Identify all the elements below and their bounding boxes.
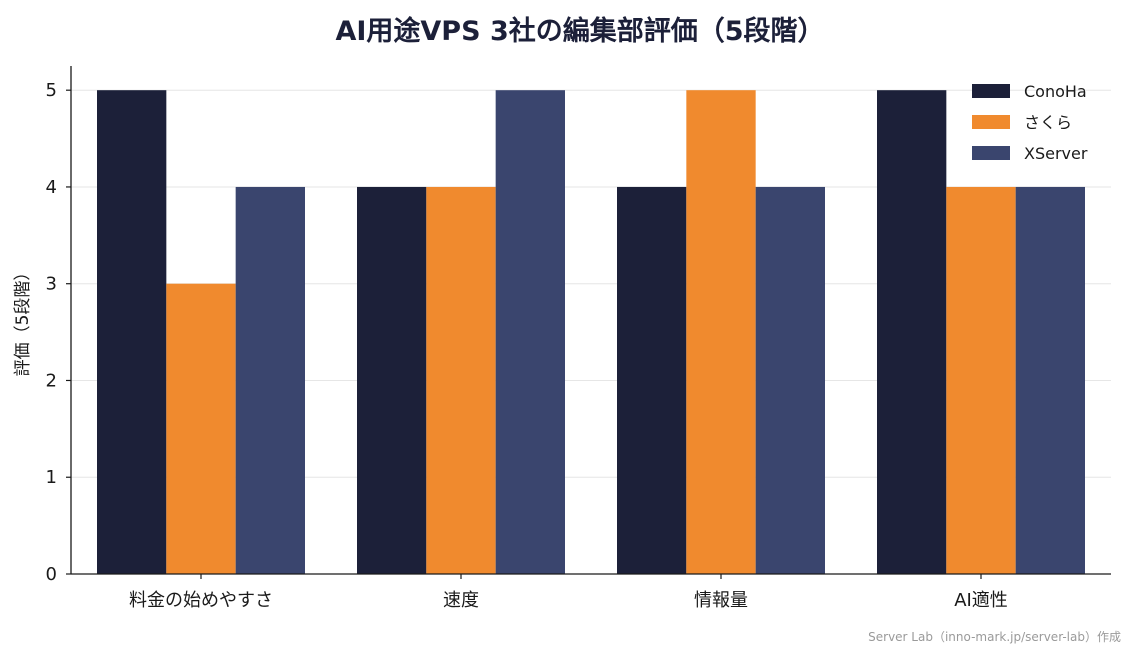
- legend-swatch: [972, 115, 1010, 129]
- bar-2-1: [166, 283, 236, 574]
- y-tick-label: 2: [46, 370, 57, 391]
- bar-3-1: [235, 186, 305, 574]
- bar-1-4: [877, 90, 947, 574]
- x-tick-label: 速度: [443, 590, 479, 611]
- y-axis-label: 評価（5段階）: [13, 264, 33, 377]
- legend-label: ConoHa: [1024, 82, 1087, 101]
- bar-2-4: [946, 186, 1016, 574]
- bar-1-3: [617, 186, 687, 574]
- legend-swatch: [972, 146, 1010, 160]
- bar-1-2: [357, 186, 427, 574]
- legend-swatch: [972, 84, 1010, 98]
- bar-3-2: [495, 90, 565, 574]
- legend-label: さくら: [1024, 113, 1072, 132]
- bar-2-2: [426, 186, 496, 574]
- y-axis-ticks: 0 1 2 3 4 5: [46, 80, 71, 585]
- legend-label: XServer: [1024, 144, 1088, 163]
- y-tick-label: 4: [46, 177, 57, 198]
- y-tick-label: 0: [46, 564, 57, 585]
- bar-3-3: [755, 186, 825, 574]
- y-tick-label: 5: [46, 80, 57, 101]
- bar-3-4: [1015, 186, 1085, 574]
- y-tick-label: 3: [46, 274, 57, 295]
- bar-2-3: [686, 90, 756, 574]
- legend: ConoHa さくら XServer: [972, 82, 1088, 163]
- chart-title: AI用途VPS 3社の編集部評価（5段階）: [335, 15, 824, 47]
- x-tick-label: 料金の始めやすさ: [129, 590, 273, 611]
- credit-text: Server Lab（inno-mark.jp/server-lab）作成: [868, 630, 1121, 644]
- bars: [97, 90, 1085, 574]
- y-tick-label: 1: [46, 467, 57, 488]
- x-axis-ticks: 料金の始めやすさ 速度 情報量 AI適性: [129, 574, 1008, 611]
- bar-1-1: [97, 90, 167, 574]
- x-tick-label: AI適性: [954, 590, 1008, 611]
- x-tick-label: 情報量: [694, 590, 748, 611]
